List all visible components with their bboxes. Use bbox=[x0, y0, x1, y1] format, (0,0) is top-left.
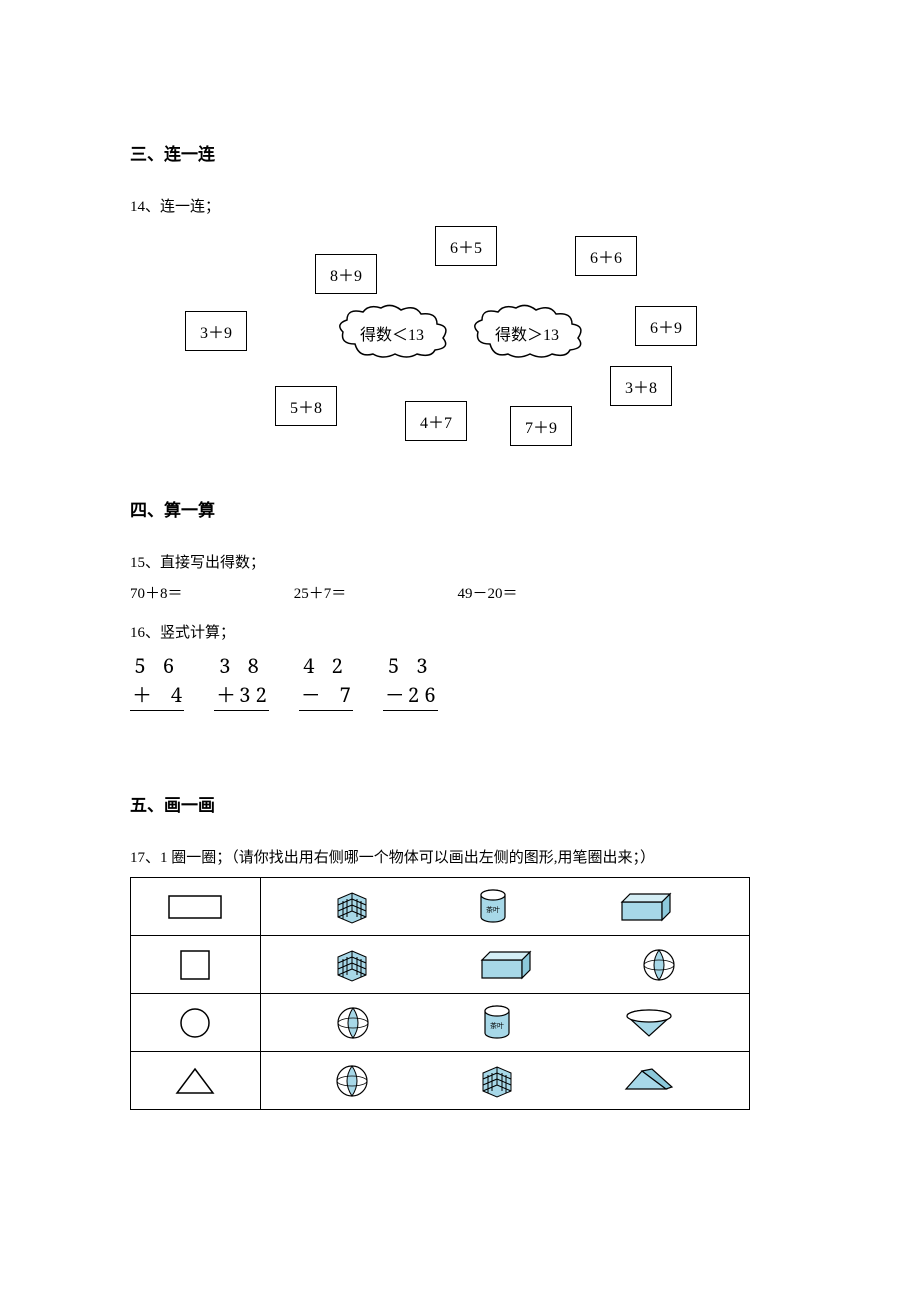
box-3-8: 3＋8 bbox=[610, 366, 672, 406]
object-item bbox=[333, 1062, 371, 1100]
box-6-5: 6＋5 bbox=[435, 226, 497, 266]
cloud-gt-label: 得数＞13 bbox=[495, 321, 559, 345]
rubik-icon bbox=[332, 887, 372, 927]
vmath-item: 5 6 ＋ 4 bbox=[130, 652, 184, 711]
vmath-item: 4 2 － 7 bbox=[299, 652, 353, 711]
sphere-icon bbox=[333, 1062, 371, 1100]
object-item bbox=[332, 945, 372, 985]
objects-cell: 茶叶 bbox=[260, 994, 749, 1052]
q14-label: 14、连一连； bbox=[130, 195, 790, 216]
vmath-bot: 3 2 bbox=[239, 681, 267, 708]
box-8-9: 8＋9 bbox=[315, 254, 377, 294]
box-5-8: 5＋8 bbox=[275, 386, 337, 426]
objects-cell bbox=[260, 1052, 749, 1110]
sphere-icon bbox=[334, 1004, 372, 1042]
object-item bbox=[334, 1004, 372, 1042]
objects-cell: 茶叶 bbox=[260, 878, 749, 936]
object-item: 茶叶 bbox=[479, 1003, 515, 1043]
sphere-icon bbox=[640, 946, 678, 984]
table-row: 茶叶 bbox=[131, 878, 750, 936]
connect-diagram: 6＋5 6＋6 8＋9 3＋9 6＋9 3＋8 5＋8 4＋7 7＋9 得数＜1… bbox=[180, 226, 740, 446]
vmath-item: 5 3 － 2 6 bbox=[383, 652, 438, 711]
rubik-icon bbox=[332, 945, 372, 985]
cuboid-icon bbox=[474, 948, 538, 982]
vmath-sign: － bbox=[301, 679, 319, 708]
box-7-9: 7＋9 bbox=[510, 406, 572, 446]
q16-row: 5 6 ＋ 4 3 8 ＋ 3 2 4 2 － 7 5 3 － 2 6 bbox=[130, 652, 790, 711]
object-item: 茶叶 bbox=[475, 887, 511, 927]
cylinder-icon: 茶叶 bbox=[479, 1003, 515, 1043]
section-4-title: 四、算一算 bbox=[130, 496, 790, 521]
box-6-9: 6＋9 bbox=[635, 306, 697, 346]
table-row: 茶叶 bbox=[131, 994, 750, 1052]
objects-cell bbox=[260, 936, 749, 994]
triangle-icon bbox=[173, 1066, 217, 1096]
rubik-icon bbox=[477, 1061, 517, 1101]
q16-label: 16、竖式计算； bbox=[130, 621, 790, 642]
vmath-top: 5 3 bbox=[383, 652, 438, 679]
object-item bbox=[614, 890, 678, 924]
prism-icon bbox=[622, 1065, 676, 1097]
section-5-title: 五、画一画 bbox=[130, 791, 790, 816]
box-3-9: 3＋9 bbox=[185, 311, 247, 351]
left-shape-cell bbox=[131, 1052, 261, 1110]
table-row bbox=[131, 936, 750, 994]
left-shape-cell bbox=[131, 994, 261, 1052]
svg-text:茶叶: 茶叶 bbox=[490, 1021, 504, 1030]
object-item bbox=[640, 946, 678, 984]
object-item bbox=[474, 948, 538, 982]
circle-icon bbox=[178, 1006, 212, 1040]
box-6-6: 6＋6 bbox=[575, 236, 637, 276]
q15-item: 70＋8＝ bbox=[130, 582, 290, 603]
vmath-bot: 2 6 bbox=[408, 681, 436, 708]
rectangle-icon bbox=[167, 894, 223, 920]
cone-icon bbox=[622, 1008, 676, 1038]
q15-item: 49－20＝ bbox=[458, 582, 618, 603]
square-icon bbox=[179, 949, 211, 981]
left-shape-cell bbox=[131, 936, 261, 994]
q15-row: 70＋8＝ 25＋7＝ 49－20＝ bbox=[130, 582, 790, 603]
box-4-7: 4＋7 bbox=[405, 401, 467, 441]
q17-label: 17、1 圈一圈；（请你找出用右侧哪一个物体可以画出左侧的图形,用笔圈出来；） bbox=[130, 846, 790, 867]
cuboid-icon bbox=[614, 890, 678, 924]
q15-item: 25＋7＝ bbox=[294, 582, 454, 603]
object-item bbox=[622, 1065, 676, 1097]
vmath-sign: ＋ bbox=[216, 679, 234, 708]
left-shape-cell bbox=[131, 878, 261, 936]
vmath-top: 3 8 bbox=[214, 652, 269, 679]
object-item bbox=[332, 887, 372, 927]
vmath-sign: － bbox=[385, 679, 403, 708]
vmath-sign: ＋ bbox=[132, 679, 150, 708]
vmath-item: 3 8 ＋ 3 2 bbox=[214, 652, 269, 711]
object-item bbox=[477, 1061, 517, 1101]
table-row bbox=[131, 1052, 750, 1110]
section-3-title: 三、连一连 bbox=[130, 140, 790, 165]
cloud-lt-label: 得数＜13 bbox=[360, 321, 424, 345]
vmath-top: 5 6 bbox=[130, 652, 184, 679]
vmath-bot: 4 bbox=[171, 681, 182, 708]
vmath-top: 4 2 bbox=[299, 652, 353, 679]
q15-label: 15、直接写出得数； bbox=[130, 551, 790, 572]
object-item bbox=[622, 1008, 676, 1038]
shape-table: 茶叶 茶叶 bbox=[130, 877, 750, 1110]
vmath-bot: 7 bbox=[340, 681, 351, 708]
cylinder-icon: 茶叶 bbox=[475, 887, 511, 927]
svg-text:茶叶: 茶叶 bbox=[486, 905, 500, 914]
